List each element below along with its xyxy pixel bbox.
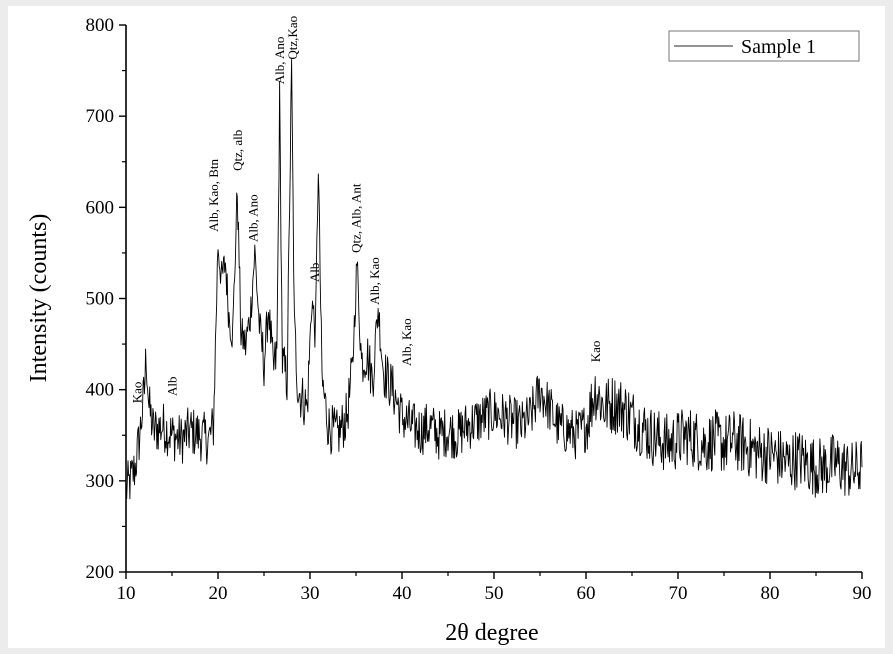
peak-annotation: Alb, Kao [367, 257, 382, 305]
peak-annotation: Kao [130, 382, 145, 404]
legend-box [668, 30, 860, 62]
peak-annotation: Kao [588, 341, 603, 363]
x-tick-label: 50 [485, 583, 504, 604]
series-line-sample-1 [125, 59, 863, 500]
peak-annotation: Qtz, Alb, Ant [349, 183, 364, 253]
y-tick-label: 400 [86, 380, 115, 401]
axes: 10 20 30 40 50 60 70 80 90 200 300 400 500 600 700 800 [86, 15, 872, 604]
y-tick-label: 700 [86, 106, 115, 127]
legend-label: Sample 1 [741, 36, 816, 58]
y-tick-label: 300 [86, 471, 115, 492]
y-tick-label: 600 [86, 197, 115, 218]
x-tick-label: 40 [393, 583, 412, 604]
legend: Sample 1 [668, 30, 860, 62]
y-tick-label: 200 [86, 562, 115, 583]
x-tick-label: 90 [853, 583, 872, 604]
peak-annotation: Alb, Ano [246, 194, 261, 242]
peak-annotation: Qtz, alb [230, 130, 245, 171]
peak-annotation: Qtz,Kao [285, 16, 300, 60]
x-tick-label: 20 [209, 583, 228, 604]
x-tick-label: 10 [117, 583, 136, 604]
y-tick-label: 500 [86, 289, 115, 310]
x-tick-label: 70 [669, 583, 688, 604]
x-tick-label: 30 [301, 583, 320, 604]
y-tick-label: 800 [86, 15, 115, 36]
peak-annotation: Alb [307, 263, 322, 283]
peak-annotation: Alb, Ano [272, 37, 287, 85]
chart-background [8, 6, 885, 648]
x-tick-label: 80 [761, 583, 780, 604]
plot-area [125, 59, 863, 500]
annotations: Kao Alb Alb, Kao, Btn Qtz, alb Alb, Ano Alb, … [130, 16, 603, 403]
peak-annotation: Alb [165, 377, 180, 397]
x-tick-label: 60 [577, 583, 596, 604]
y-axis-title: Intensity (counts) [26, 214, 52, 383]
peak-annotation: Alb, Kao [399, 318, 414, 366]
peak-annotation: Alb, Kao, Btn [206, 158, 221, 231]
x-axis-title: 2θ degree [445, 620, 538, 646]
